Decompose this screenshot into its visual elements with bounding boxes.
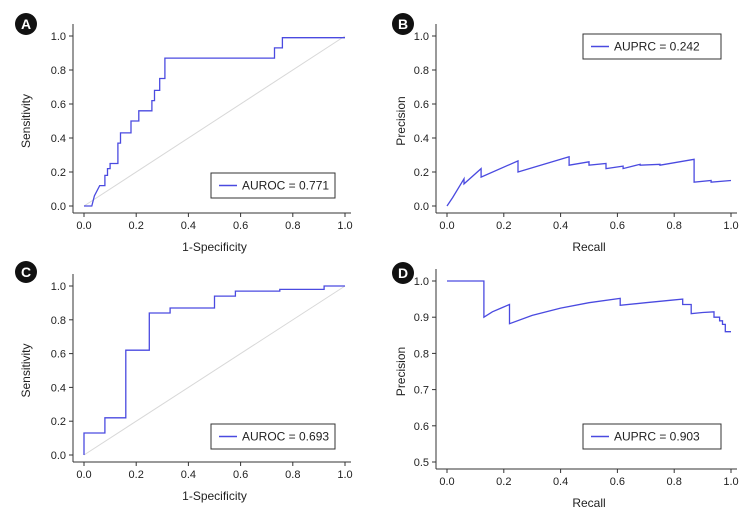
legend: AUROC = 0.693: [210, 423, 336, 450]
y-axis-label: Sensitivity: [19, 343, 33, 397]
y-tick-label: 0.2: [51, 167, 66, 179]
legend: AUROC = 0.771: [210, 172, 336, 199]
x-tick-label: 0.0: [76, 469, 91, 481]
x-tick-label: 0.0: [439, 220, 454, 232]
panel-c: 0.0 0.2 0.4 0.6 0.8 1.0 0.0 0.2 0.4 0.6 0.8 1.0 1-Sp…: [15, 261, 353, 503]
y-tick-label: 0.0: [414, 201, 429, 213]
y-tick-label: 0.6: [414, 421, 429, 433]
y-tick-label: 0.8: [51, 65, 66, 77]
x-axis-label: Recall: [572, 240, 605, 254]
x-tick-label: 0.6: [610, 220, 625, 232]
y-tick-label: 0.0: [51, 201, 66, 213]
y-tick-label: 0.4: [414, 133, 429, 145]
x-tick-label: 0.2: [129, 469, 144, 481]
y-tick-label: 0.4: [51, 133, 66, 145]
panel-badge-letter: A: [21, 16, 31, 32]
y-tick-label: 1.0: [51, 281, 66, 293]
x-tick-label: 0.4: [181, 469, 196, 481]
x-tick-label: 0.8: [667, 220, 682, 232]
x-tick-label: 0.4: [553, 220, 568, 232]
y-tick-label: 1.0: [414, 31, 429, 43]
panel-badge-letter: C: [21, 264, 31, 280]
legend-label: AUPRC = 0.242: [614, 40, 700, 54]
x-axis-label: 1-Specificity: [182, 240, 247, 254]
series-line-pr: [446, 155, 732, 207]
y-tick-label: 0.2: [414, 167, 429, 179]
x-tick-label: 0.8: [285, 220, 300, 232]
x-tick-label: 1.0: [337, 220, 352, 232]
x-tick-label: 0.4: [181, 220, 196, 232]
x-tick-label: 0.0: [439, 476, 454, 488]
diagonal-reference-line: [83, 35, 346, 207]
y-axis-label: Precision: [394, 96, 408, 145]
x-tick-label: 0.0: [76, 220, 91, 232]
y-tick-label: 0.7: [414, 385, 429, 397]
series-line-pr: [447, 280, 731, 333]
x-tick-label: 0.8: [667, 476, 682, 488]
x-tick-label: 0.6: [610, 476, 625, 488]
y-tick-label: 0.8: [51, 315, 66, 327]
y-axis-label: Precision: [394, 347, 408, 396]
x-tick-label: 1.0: [723, 220, 738, 232]
y-tick-label: 0.6: [414, 99, 429, 111]
legend-label: AUROC = 0.771: [242, 179, 329, 193]
x-axis-label: Recall: [572, 496, 605, 510]
panel-a: 0.0 0.2 0.4 0.6 0.8 1.0 0.0 0.2 0.4 0.6 0.8 1.0 1-Sp…: [15, 13, 353, 254]
panel-badge: [392, 262, 414, 284]
y-tick-label: 0.8: [414, 348, 429, 360]
x-tick-label: 0.2: [129, 220, 144, 232]
legend-label: AUPRC = 0.903: [614, 430, 700, 444]
y-tick-label: 0.6: [51, 99, 66, 111]
panel-badge: [392, 13, 414, 35]
panel-badge: [15, 261, 37, 283]
legend-box: [582, 423, 722, 450]
panel-badge-letter: B: [398, 16, 408, 32]
x-tick-label: 0.6: [233, 469, 248, 481]
y-tick-label: 0.6: [51, 349, 66, 361]
x-tick-label: 0.6: [233, 220, 248, 232]
series-line-roc: [83, 285, 345, 455]
x-axis-label: 1-Specificity: [182, 489, 247, 503]
diagonal-reference-line: [83, 285, 346, 456]
legend-label: AUROC = 0.693: [242, 430, 329, 444]
panel-badge: [15, 13, 37, 35]
y-tick-label: 1.0: [414, 276, 429, 288]
legend: AUPRC = 0.242: [582, 33, 722, 60]
x-tick-label: 0.2: [496, 220, 511, 232]
y-axis-label: Sensitivity: [19, 94, 33, 148]
panel-b: 0.0 0.2 0.4 0.6 0.8 1.0 0.0 0.2 0.4 0.6 0.8 1.0 Reca…: [392, 13, 739, 254]
y-tick-label: 0.4: [51, 382, 66, 394]
y-tick-label: 0.8: [414, 65, 429, 77]
x-tick-label: 1.0: [723, 476, 738, 488]
panel-badge-letter: D: [398, 265, 408, 281]
x-tick-label: 0.2: [496, 476, 511, 488]
y-tick-label: 0.5: [414, 457, 429, 469]
legend: AUPRC = 0.903: [582, 423, 722, 450]
x-tick-label: 0.4: [553, 476, 568, 488]
x-tick-label: 1.0: [337, 469, 352, 481]
x-tick-label: 0.8: [285, 469, 300, 481]
panel-d: 0.0 0.2 0.4 0.6 0.8 1.0 0.5 0.6 0.7 0.8 0.9 1.0 Reca…: [392, 262, 739, 510]
y-tick-label: 0.9: [414, 312, 429, 324]
y-tick-label: 1.0: [51, 31, 66, 43]
y-tick-label: 0.2: [51, 416, 66, 428]
series-line-roc: [84, 37, 345, 207]
y-tick-label: 0.0: [51, 450, 66, 462]
